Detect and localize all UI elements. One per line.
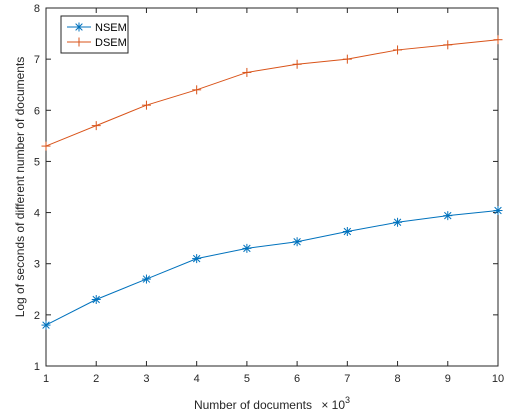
x-tick-label: 4 xyxy=(194,373,200,385)
legend-marker xyxy=(74,22,84,32)
data-point-nsem xyxy=(342,226,352,236)
data-point-dsem xyxy=(192,85,202,95)
plot-area: 1 2 3 4 5 6 7 8 9 10 1 2 3 4 5 6 7 8 xyxy=(34,3,504,385)
y-tick-label: 7 xyxy=(34,54,40,66)
x-tick-label: 8 xyxy=(394,373,400,385)
data-point-dsem xyxy=(242,67,252,77)
series-line-dsem xyxy=(45,39,499,147)
data-point-nsem xyxy=(141,274,151,284)
y-tick-label: 8 xyxy=(34,3,40,15)
x-tick-label: 9 xyxy=(445,373,451,385)
data-point-nsem xyxy=(242,243,252,253)
x-axis-label: Number of documents × 103 xyxy=(194,395,350,412)
y-tick-label: 1 xyxy=(34,361,40,373)
data-point-dsem xyxy=(393,45,403,55)
data-point-nsem xyxy=(493,206,503,216)
legend-marker xyxy=(74,37,84,47)
x-tick-label: 5 xyxy=(244,373,250,385)
data-point-nsem xyxy=(292,237,302,247)
data-point-dsem xyxy=(443,40,453,50)
x-tick-label: 2 xyxy=(93,373,99,385)
data-point-nsem xyxy=(91,295,101,305)
data-point-dsem xyxy=(91,121,101,131)
data-point-dsem xyxy=(141,100,151,110)
y-tick-label: 4 xyxy=(34,208,40,220)
y-tick-label: 5 xyxy=(34,156,40,168)
x-tick-label: 7 xyxy=(344,373,350,385)
x-tick-label: 3 xyxy=(143,373,149,385)
data-point-nsem xyxy=(393,217,403,227)
data-point-dsem xyxy=(342,54,352,64)
axes-box xyxy=(45,7,499,367)
y-tick-label: 6 xyxy=(34,105,40,117)
y-axis-label: Log of seconds of different number of do… xyxy=(13,57,27,318)
legend-item: NSEM xyxy=(67,22,127,34)
legend: NSEM DSEM xyxy=(60,15,129,54)
x-tick-label: 1 xyxy=(43,373,49,385)
x-tick-label: 6 xyxy=(294,373,300,385)
series-line-nsem xyxy=(45,210,499,326)
legend-box xyxy=(60,15,129,54)
legend-label: NSEM xyxy=(95,22,127,34)
data-point-dsem xyxy=(41,141,51,151)
data-point-dsem xyxy=(493,35,503,45)
data-point-nsem xyxy=(41,320,51,330)
data-point-nsem xyxy=(443,211,453,221)
legend-label: DSEM xyxy=(95,37,127,49)
legend-item: DSEM xyxy=(67,37,127,49)
data-point-dsem xyxy=(292,59,302,69)
x-tick-label: 10 xyxy=(492,373,504,385)
y-tick-label: 2 xyxy=(34,310,40,322)
data-point-nsem xyxy=(192,254,202,264)
y-tick-label: 3 xyxy=(34,259,40,271)
